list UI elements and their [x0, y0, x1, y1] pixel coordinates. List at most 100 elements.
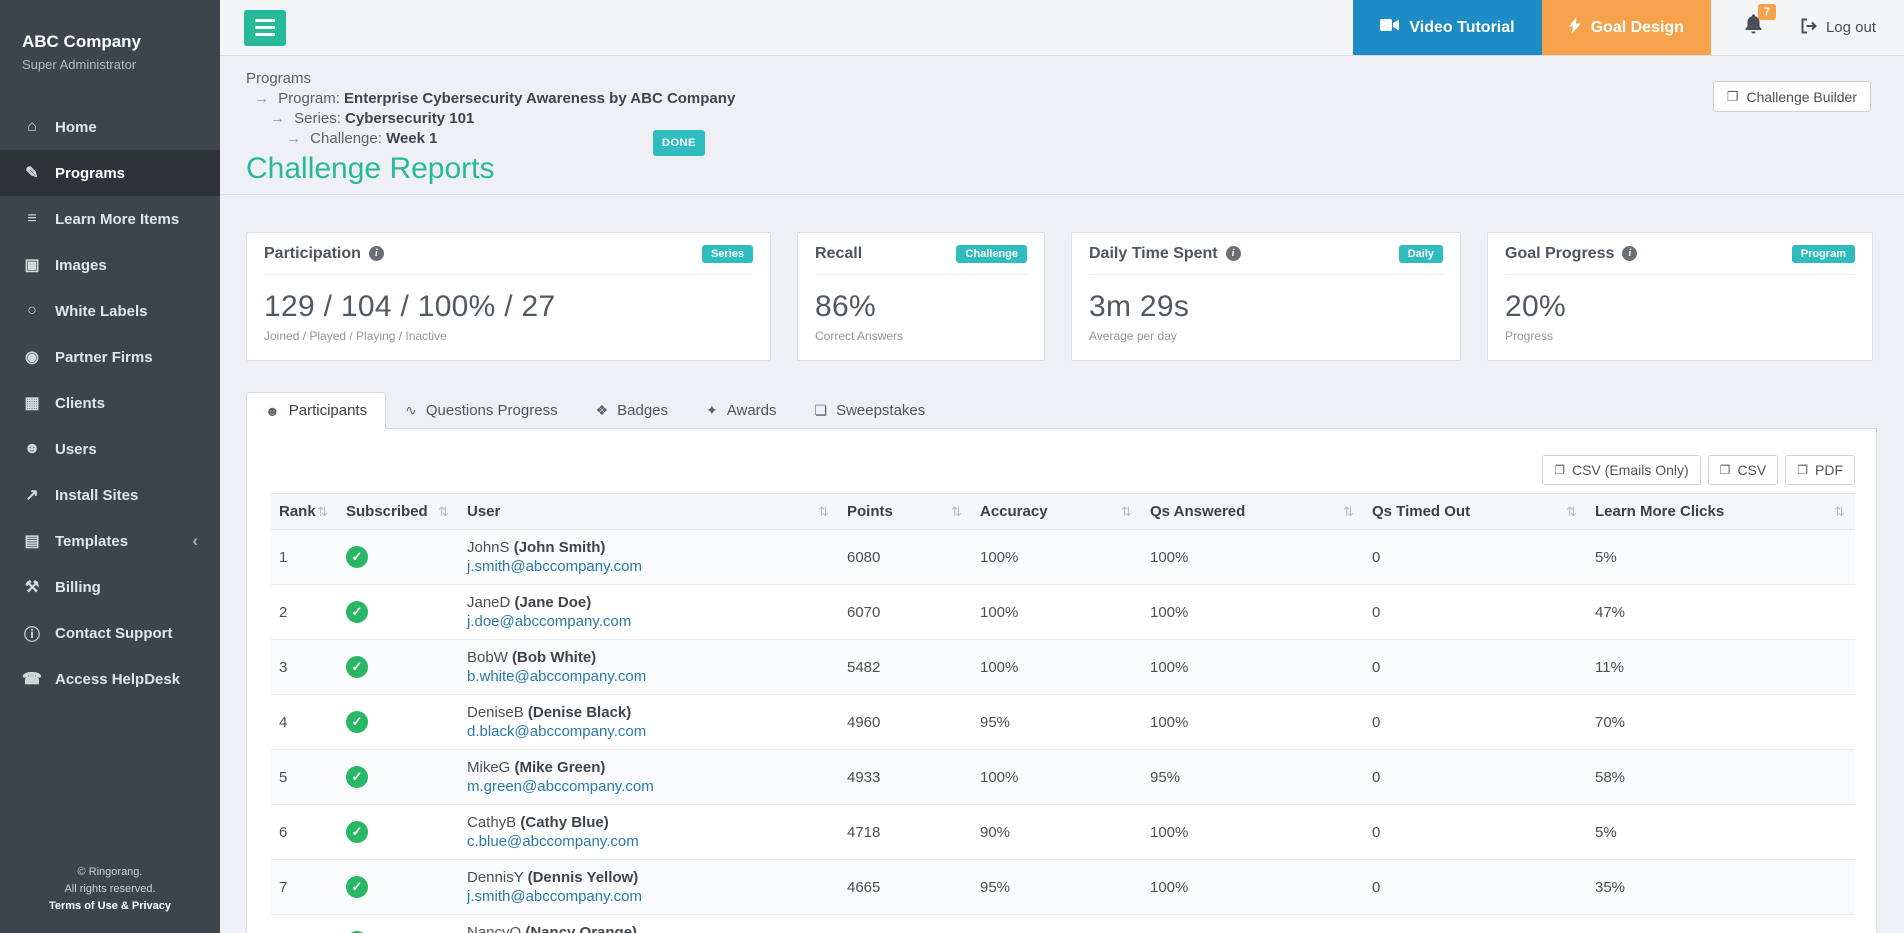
sidebar-item[interactable]: ⓘ Contact Support	[0, 610, 220, 656]
column-header[interactable]: Qs Answered ⇅	[1142, 493, 1364, 530]
breadcrumb: Programs → Program: Enterprise Cybersecu…	[246, 69, 1877, 156]
user-email-link[interactable]: j.doe@abccompany.com	[467, 613, 632, 630]
templates-icon: ▤	[24, 533, 40, 550]
info-icon[interactable]: i	[1622, 246, 1638, 261]
qs-timed-out-cell: 1	[1364, 914, 1587, 933]
sidebar-item[interactable]: ✎ Programs	[0, 150, 220, 196]
user-email-link[interactable]: b.white@abccompany.com	[467, 668, 647, 685]
subscribed-check-icon: ✓	[346, 711, 368, 733]
info-icon[interactable]: i	[1225, 246, 1241, 261]
image-icon: ▣	[24, 257, 40, 274]
challenge-builder-button[interactable]: ❒ Challenge Builder	[1712, 81, 1871, 112]
logout-button[interactable]: Log out	[1800, 18, 1876, 38]
sidebar-item[interactable]: ≡ Learn More Items	[0, 196, 220, 242]
briefcase-icon: ▦	[24, 395, 40, 412]
table-row: 6 ✓ CathyB (Cathy Blue) c.blue@abccompan…	[271, 804, 1855, 860]
sort-icon: ⇅	[818, 503, 829, 519]
sidebar-item[interactable]: ☻ Users	[0, 426, 220, 472]
username: NancyO	[467, 924, 522, 933]
user-cell: DennisY (Dennis Yellow) j.smith@abccompa…	[459, 859, 839, 915]
tab[interactable]: ❏ Sweepstakes	[796, 392, 945, 429]
column-header[interactable]: Accuracy ⇅	[972, 493, 1142, 530]
sidebar-item[interactable]: ☎ Access HelpDesk	[0, 656, 220, 702]
sidebar-item[interactable]: ▤ Templates ‹	[0, 518, 220, 564]
chevron-left-icon: ‹	[192, 531, 198, 550]
stat-card: Daily Time Spent i Daily 3m 29s Average …	[1071, 232, 1461, 361]
sort-icon: ⇅	[1343, 503, 1354, 519]
export-button[interactable]: ❐ CSV	[1707, 455, 1779, 485]
table-row: 2 ✓ JaneD (Jane Doe) j.doe@abccompany.co…	[271, 584, 1855, 640]
sidebar-item[interactable]: ⚒ Billing	[0, 564, 220, 610]
qs-timed-out-cell: 0	[1364, 749, 1587, 805]
export-file-icon: ❐	[1719, 463, 1731, 477]
full-name: (Jane Doe)	[514, 594, 592, 611]
learn-more-clicks-cell: 11%	[1587, 639, 1855, 695]
stat-title: Recall	[815, 244, 863, 262]
menu-toggle-button[interactable]	[244, 9, 286, 46]
sidebar-item[interactable]: ◉ Partner Firms	[0, 334, 220, 380]
column-header[interactable]: Subscribed ⇅	[338, 493, 459, 530]
notifications-button[interactable]: 7	[1743, 4, 1776, 41]
challenge-builder-label: Challenge Builder	[1746, 88, 1857, 105]
sidebar-item[interactable]: ▦ Clients	[0, 380, 220, 426]
home-icon: ⌂	[27, 118, 37, 135]
stat-caption: Average per day	[1089, 329, 1177, 343]
sidebar-item[interactable]: ○ White Labels	[0, 288, 220, 334]
column-header[interactable]: User ⇅	[459, 493, 839, 530]
breadcrumb-programs-link[interactable]: Programs	[246, 70, 312, 87]
column-header[interactable]: Learn More Clicks ⇅	[1587, 493, 1855, 530]
terms-privacy-link[interactable]: Terms of Use & Privacy	[48, 899, 172, 912]
stat-caption: Correct Answers	[815, 329, 904, 343]
stat-card: Goal Progress i Program 20% Progress	[1487, 232, 1873, 361]
subscribed-cell: ✓	[338, 639, 459, 695]
sidebar-item[interactable]: ⌂ Home	[0, 104, 220, 150]
accuracy-cell: 100%	[972, 639, 1142, 695]
username: DennisY	[467, 869, 524, 886]
user-name: JaneD (Jane Doe)	[467, 594, 831, 611]
column-header-label: Subscribed	[346, 503, 428, 520]
column-header-label: Accuracy	[980, 503, 1048, 520]
video-tutorial-label: Video Tutorial	[1409, 18, 1515, 36]
full-name: (Cathy Blue)	[520, 814, 609, 831]
user-email-link[interactable]: j.smith@abccompany.com	[467, 558, 643, 575]
participants-panel: ❐ CSV (Emails Only) ❐ CSV ❐ PDF	[246, 428, 1877, 933]
qs-answered-cell: 100%	[1142, 529, 1364, 585]
user-email-link[interactable]: d.black@abccompany.com	[467, 723, 647, 740]
column-header-label: Qs Answered	[1150, 503, 1246, 520]
user-email-link[interactable]: m.green@abccompany.com	[467, 778, 654, 795]
user-name: DennisY (Dennis Yellow)	[467, 869, 831, 886]
username: BobW	[467, 649, 508, 666]
award-icon: ✦	[706, 402, 718, 418]
info-icon[interactable]: i	[368, 246, 384, 261]
goal-design-button[interactable]: Goal Design	[1541, 0, 1711, 55]
logout-icon	[1800, 18, 1817, 38]
user-role: Super Administrator	[22, 57, 137, 72]
points-cell: 6070	[839, 584, 972, 640]
qs-answered-cell: 100%	[1142, 859, 1364, 915]
export-button[interactable]: ❐ PDF	[1785, 455, 1855, 485]
column-header[interactable]: Qs Timed Out ⇅	[1364, 493, 1587, 530]
tab[interactable]: ❖ Badges	[577, 392, 687, 429]
tab[interactable]: ∿ Questions Progress	[386, 392, 576, 429]
rank-cell: 4	[271, 694, 338, 750]
video-tutorial-button[interactable]: Video Tutorial	[1353, 0, 1542, 55]
user-name: BobW (Bob White)	[467, 649, 831, 666]
sidebar-item-label: Users	[55, 440, 97, 458]
column-header[interactable]: Points ⇅	[839, 493, 972, 530]
column-header[interactable]: Rank ⇅	[271, 493, 338, 530]
tab[interactable]: ☻ Participants	[246, 392, 387, 429]
user-email-link[interactable]: c.blue@abccompany.com	[467, 833, 639, 850]
participants-icon: ☻	[265, 402, 280, 419]
username: JaneD	[467, 594, 511, 611]
stat-card: Participation i Series 129 / 104 / 100% …	[246, 232, 771, 361]
subscribed-cell: ✓	[338, 804, 459, 860]
sidebar-menu: ⌂ Home ✎ Programs ≡ Learn More Items ▣ I…	[0, 104, 220, 702]
export-button[interactable]: ❐ CSV (Emails Only)	[1542, 455, 1701, 485]
user-name: JohnS (John Smith)	[467, 539, 831, 556]
tab[interactable]: ✦ Awards	[687, 392, 795, 429]
accuracy-cell: 100%	[972, 529, 1142, 585]
qs-timed-out-cell: 0	[1364, 529, 1587, 585]
sidebar-item[interactable]: ↗ Install Sites	[0, 472, 220, 518]
sidebar-item[interactable]: ▣ Images	[0, 242, 220, 288]
user-email-link[interactable]: j.smith@abccompany.com	[467, 888, 643, 905]
